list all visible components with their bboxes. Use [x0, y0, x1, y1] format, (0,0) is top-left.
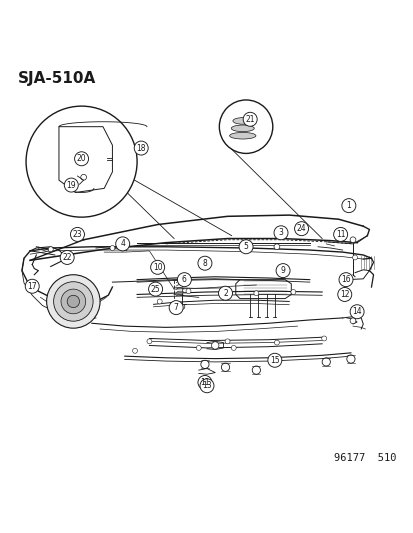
- Circle shape: [252, 366, 260, 374]
- Circle shape: [60, 251, 74, 264]
- Text: 16: 16: [340, 275, 350, 284]
- Text: 20: 20: [76, 154, 86, 163]
- Text: 25: 25: [150, 285, 160, 294]
- Circle shape: [148, 282, 162, 296]
- Text: 13: 13: [202, 381, 211, 390]
- Text: 96177  510: 96177 510: [333, 453, 395, 463]
- Circle shape: [199, 379, 214, 393]
- Circle shape: [221, 363, 229, 372]
- Text: 15: 15: [269, 356, 279, 365]
- Text: 9: 9: [280, 266, 285, 275]
- Text: 23: 23: [72, 230, 82, 239]
- Circle shape: [54, 282, 93, 321]
- Circle shape: [26, 106, 137, 217]
- Circle shape: [25, 279, 39, 293]
- Circle shape: [267, 353, 281, 367]
- Circle shape: [70, 228, 84, 241]
- Circle shape: [219, 100, 272, 154]
- Text: 24: 24: [296, 224, 306, 233]
- Circle shape: [346, 355, 354, 363]
- Circle shape: [200, 360, 209, 368]
- Circle shape: [349, 237, 355, 243]
- Circle shape: [218, 286, 232, 300]
- Text: 19: 19: [66, 181, 76, 190]
- Circle shape: [349, 305, 363, 319]
- Circle shape: [337, 287, 351, 302]
- Circle shape: [338, 273, 352, 287]
- Circle shape: [134, 141, 148, 155]
- Circle shape: [150, 260, 164, 274]
- Circle shape: [197, 375, 211, 390]
- Text: 5: 5: [243, 243, 248, 251]
- Text: SJA-510A: SJA-510A: [18, 71, 96, 86]
- Circle shape: [274, 340, 279, 345]
- Text: 4: 4: [120, 239, 125, 248]
- Circle shape: [61, 289, 85, 314]
- Circle shape: [290, 289, 295, 294]
- Text: 6: 6: [181, 275, 186, 284]
- Circle shape: [119, 245, 125, 251]
- Circle shape: [321, 358, 330, 366]
- Circle shape: [349, 318, 355, 324]
- Circle shape: [179, 304, 184, 309]
- Circle shape: [197, 256, 211, 270]
- Text: 1: 1: [346, 201, 350, 210]
- Circle shape: [238, 240, 252, 254]
- Text: 12: 12: [339, 290, 349, 299]
- Circle shape: [132, 349, 137, 353]
- Circle shape: [242, 112, 256, 126]
- Text: 14: 14: [351, 307, 361, 316]
- Text: 11: 11: [200, 378, 209, 387]
- Circle shape: [185, 289, 190, 294]
- Circle shape: [64, 178, 78, 192]
- Circle shape: [177, 273, 191, 287]
- Circle shape: [273, 226, 287, 240]
- Text: 11: 11: [335, 230, 344, 239]
- Ellipse shape: [233, 118, 252, 124]
- Text: 3: 3: [278, 228, 283, 237]
- Circle shape: [273, 244, 279, 249]
- Text: 8: 8: [202, 259, 207, 268]
- Circle shape: [196, 345, 201, 350]
- Ellipse shape: [231, 125, 254, 132]
- Circle shape: [169, 301, 183, 314]
- Text: 18: 18: [136, 143, 146, 152]
- Text: 21: 21: [245, 115, 254, 124]
- Circle shape: [157, 299, 162, 304]
- Circle shape: [67, 295, 79, 308]
- Circle shape: [352, 255, 357, 260]
- Ellipse shape: [229, 132, 255, 139]
- Text: 22: 22: [62, 253, 72, 262]
- Circle shape: [115, 237, 129, 251]
- Text: 2: 2: [223, 289, 227, 298]
- Circle shape: [294, 222, 308, 236]
- Circle shape: [253, 291, 258, 296]
- Circle shape: [333, 228, 347, 241]
- Circle shape: [110, 246, 115, 251]
- Circle shape: [231, 345, 236, 350]
- Circle shape: [275, 264, 290, 278]
- Text: 10: 10: [152, 263, 162, 272]
- Text: 7: 7: [173, 303, 178, 312]
- Text: 17: 17: [27, 282, 37, 290]
- Circle shape: [341, 199, 355, 213]
- Circle shape: [74, 152, 88, 166]
- Circle shape: [48, 247, 53, 252]
- Circle shape: [147, 339, 152, 344]
- Circle shape: [321, 336, 326, 341]
- Circle shape: [225, 339, 230, 344]
- Circle shape: [47, 274, 100, 328]
- Circle shape: [211, 342, 218, 349]
